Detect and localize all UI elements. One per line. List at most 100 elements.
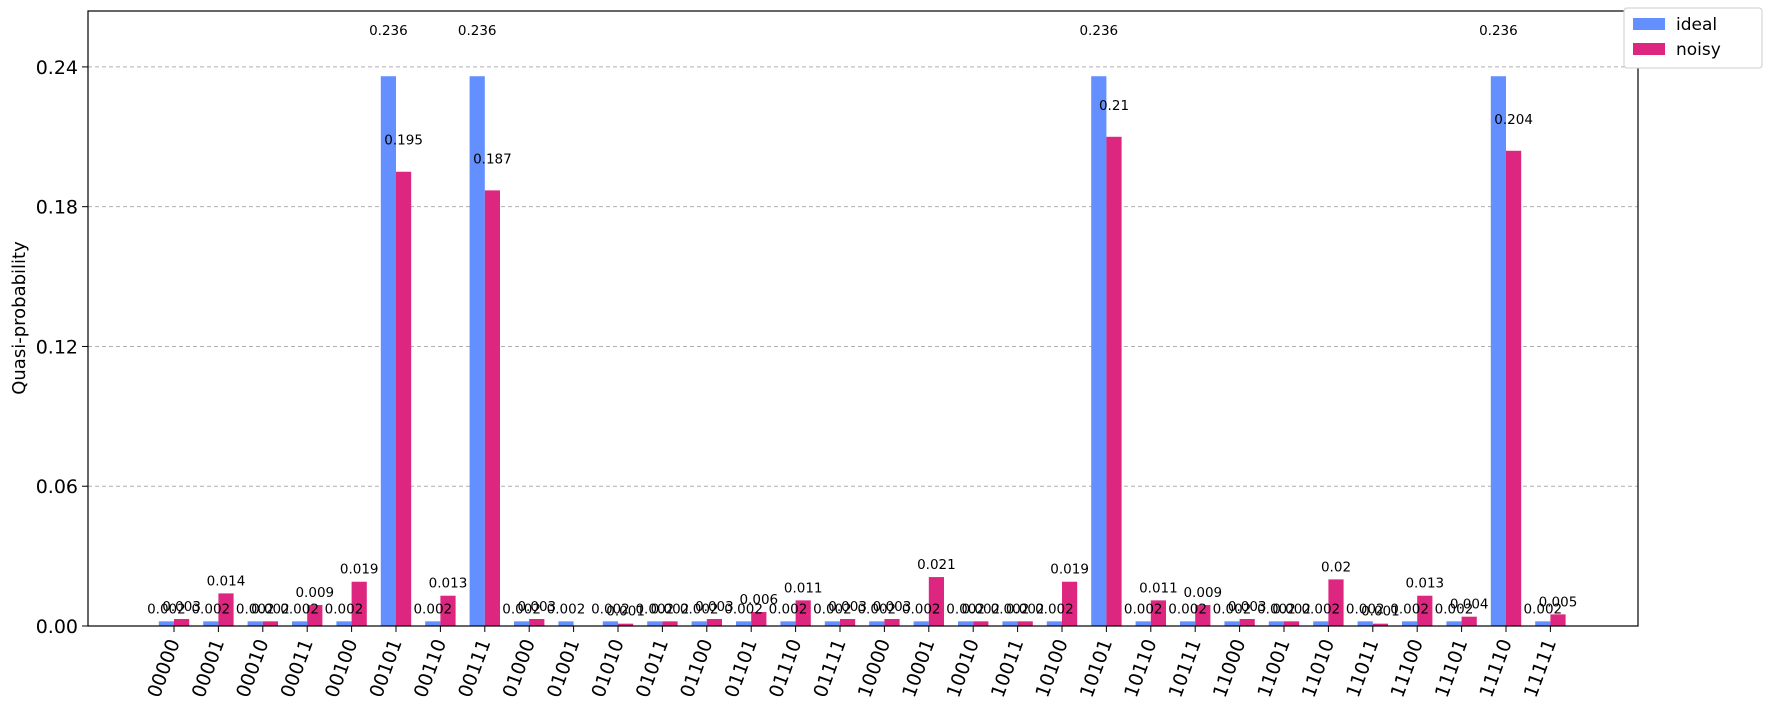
data-label-ideal-00111: 0.236 (458, 23, 497, 39)
bar-ideal-00010 (247, 621, 263, 626)
data-label-ideal-11100: 0.002 (1390, 601, 1429, 617)
data-label-ideal-10001: 0.002 (902, 601, 941, 617)
x-tick-label: 10010 (943, 636, 984, 700)
bar-ideal-01001 (558, 621, 574, 626)
data-label-noisy-11001: 0.002 (1272, 601, 1311, 617)
bar-noisy-10101 (1106, 136, 1122, 626)
y-tick-label: 0.12 (36, 336, 78, 358)
x-tick-label: 00011 (277, 636, 318, 700)
data-label-ideal-00110: 0.002 (413, 601, 452, 617)
x-tick-label: 01101 (721, 636, 762, 700)
bar-noisy-01110 (795, 600, 811, 626)
data-label-ideal-00001: 0.002 (191, 601, 230, 617)
data-label-ideal-11001: 0.002 (1257, 601, 1296, 617)
bar-ideal-11111 (1535, 621, 1551, 626)
x-tick-label: 11010 (1298, 636, 1339, 700)
legend-label-noisy: noisy (1676, 40, 1721, 60)
x-tick-label: 01001 (543, 636, 584, 700)
x-tick-label: 00001 (188, 636, 229, 700)
bar-noisy-01010 (618, 623, 634, 626)
bar-noisy-10110 (1150, 600, 1166, 626)
data-label-ideal-11110: 0.236 (1479, 23, 1518, 39)
data-label-noisy-01100: 0.003 (695, 599, 734, 615)
bar-noisy-11011 (1372, 623, 1388, 626)
bar-noisy-01100 (706, 619, 722, 626)
data-label-ideal-11111: 0.002 (1523, 601, 1562, 617)
gridlines (88, 66, 1638, 487)
data-label-noisy-10011: 0.002 (1006, 601, 1045, 617)
data-label-ideal-10010: 0.002 (946, 601, 985, 617)
data-label-ideal-00100: 0.002 (325, 601, 364, 617)
bar-noisy-00100 (351, 581, 367, 626)
bar-noisy-00000 (174, 619, 190, 626)
x-tick-label: 11011 (1342, 636, 1383, 700)
x-tick-label: 10100 (1031, 636, 1072, 700)
data-label-noisy-01000: 0.003 (517, 599, 556, 615)
x-tick-label: 10000 (854, 636, 895, 700)
bar-ideal-00100 (336, 621, 352, 626)
x-tick-label: 10110 (1120, 636, 1161, 700)
data-label-ideal-10000: 0.002 (857, 601, 896, 617)
data-label-noisy-10100: 0.019 (1050, 562, 1089, 578)
bar-noisy-00101 (396, 171, 412, 626)
bar-ideal-11011 (1357, 621, 1373, 626)
x-tick-label: 11101 (1431, 636, 1472, 700)
data-label-ideal-10100: 0.002 (1035, 601, 1074, 617)
data-label-noisy-00011: 0.009 (295, 585, 334, 601)
x-tick-label: 11111 (1520, 636, 1561, 700)
y-tick-label: 0.24 (36, 57, 78, 79)
data-label-noisy-11110: 0.204 (1494, 112, 1533, 128)
data-label-ideal-11000: 0.002 (1213, 601, 1252, 617)
bar-ideal-00001 (203, 621, 219, 626)
bar-ideal-11110 (1490, 76, 1506, 626)
data-label-noisy-11010: 0.02 (1321, 559, 1351, 575)
y-tick-label: 0.06 (36, 476, 78, 498)
data-label-noisy-00100: 0.019 (340, 562, 379, 578)
x-tick-label: 01110 (765, 636, 806, 700)
bar-noisy-11110 (1506, 150, 1522, 627)
data-label-noisy-00110: 0.013 (429, 576, 468, 592)
plot-area (87, 10, 1639, 627)
bar-ideal-11001 (1268, 621, 1284, 626)
data-label-ideal-10111: 0.002 (1168, 601, 1207, 617)
x-tick-label: 00110 (410, 636, 451, 700)
bar-noisy-11001 (1284, 621, 1300, 626)
bar-ideal-01110 (780, 621, 796, 626)
x-tick-label: 11000 (1209, 636, 1250, 700)
y-tick-label: 0.00 (36, 616, 78, 638)
x-tick-label: 01000 (499, 636, 540, 700)
bar-noisy-00011 (307, 605, 323, 626)
bar-ideal-01100 (691, 621, 707, 626)
bar-ideal-10011 (1002, 621, 1018, 626)
x-tick-label: 01100 (676, 636, 717, 700)
data-label-noisy-01110: 0.011 (784, 580, 823, 596)
bar-ideal-10110 (1135, 621, 1151, 626)
data-label-noisy-01111: 0.003 (828, 599, 867, 615)
data-label-ideal-01100: 0.002 (680, 601, 719, 617)
data-label-noisy-10110: 0.011 (1139, 580, 1178, 596)
bar-noisy-00001 (218, 593, 234, 626)
data-labels: 0.0020.0030.0020.0140.0020.0020.0020.009… (147, 23, 1577, 620)
bar-ideal-00011 (292, 621, 308, 626)
data-label-ideal-01001: 0.002 (547, 601, 586, 617)
data-label-noisy-10010: 0.002 (961, 601, 1000, 617)
x-tick-label: 00010 (232, 636, 273, 700)
bar-ideal-10101 (1091, 76, 1107, 626)
bar-noisy-11111 (1550, 614, 1566, 626)
bar-ideal-01111 (824, 621, 840, 626)
x-tick-label: 10001 (898, 636, 939, 700)
bar-ideal-10001 (913, 621, 929, 626)
data-label-noisy-11011: 0.001 (1361, 604, 1400, 620)
data-label-ideal-10110: 0.002 (1124, 601, 1163, 617)
data-label-ideal-11010: 0.002 (1301, 601, 1340, 617)
bar-ideal-00101 (380, 76, 396, 626)
x-tick-label: 00101 (365, 636, 406, 700)
bar-noisy-01011 (662, 621, 678, 626)
bars (158, 76, 1566, 627)
data-label-ideal-11101: 0.002 (1435, 601, 1474, 617)
data-label-ideal-10101: 0.236 (1079, 23, 1118, 39)
data-label-noisy-00000: 0.003 (162, 599, 201, 615)
x-tick-label: 01011 (632, 636, 673, 700)
data-label-noisy-01011: 0.002 (651, 601, 690, 617)
